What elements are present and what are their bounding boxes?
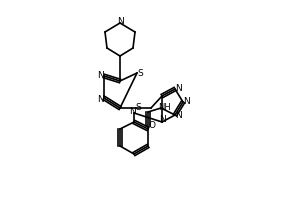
Text: NH: NH: [158, 104, 171, 112]
Text: S: S: [136, 104, 141, 112]
Text: N: N: [97, 95, 104, 104]
Text: S: S: [138, 68, 143, 77]
Text: N: N: [129, 108, 136, 116]
Text: N: N: [97, 71, 104, 79]
Text: N: N: [175, 110, 182, 119]
Text: N: N: [160, 115, 167, 124]
Text: N: N: [184, 98, 190, 106]
Text: O: O: [148, 121, 155, 130]
Text: N: N: [175, 84, 182, 93]
Text: N: N: [117, 17, 123, 25]
